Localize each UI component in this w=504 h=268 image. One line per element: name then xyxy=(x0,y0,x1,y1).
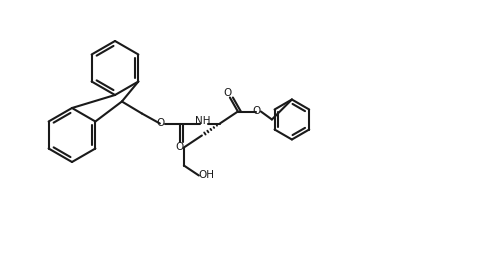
Text: O: O xyxy=(224,87,232,98)
Text: OH: OH xyxy=(198,170,214,181)
Text: O: O xyxy=(253,106,261,117)
Text: NH: NH xyxy=(195,116,211,125)
Text: O: O xyxy=(157,118,165,128)
Text: O: O xyxy=(176,142,184,151)
